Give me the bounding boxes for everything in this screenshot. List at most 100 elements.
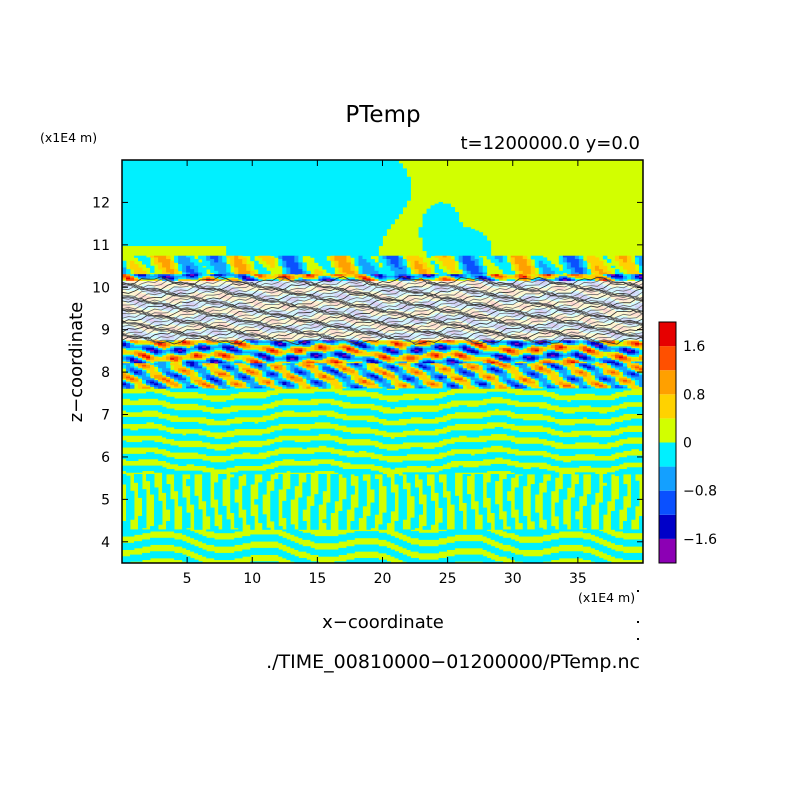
field-cell xyxy=(574,279,588,282)
field-cell xyxy=(122,185,411,188)
field-cell xyxy=(570,274,580,277)
field-cell xyxy=(594,265,600,268)
field-cell xyxy=(266,339,275,342)
field-cell xyxy=(226,252,379,255)
field-cell xyxy=(418,262,427,265)
field-cell xyxy=(618,257,628,260)
field-cell xyxy=(282,257,295,260)
field-cell xyxy=(422,220,460,223)
field-cell xyxy=(638,270,643,273)
field-cell xyxy=(370,343,379,346)
field-cell xyxy=(262,358,267,361)
field-cell xyxy=(486,339,492,342)
field-cell xyxy=(434,346,440,349)
field-cell xyxy=(330,339,335,342)
field-cell xyxy=(342,354,347,357)
field-cell xyxy=(458,265,464,268)
field-cell xyxy=(326,351,331,354)
field-cell xyxy=(266,260,275,263)
field-cell xyxy=(126,339,131,342)
field-cell xyxy=(538,272,544,275)
field-cell xyxy=(538,260,544,263)
field-cell xyxy=(242,260,247,263)
field-cell xyxy=(526,260,532,263)
field-cell xyxy=(522,274,528,277)
field-cell xyxy=(382,351,387,354)
field-cell xyxy=(402,356,407,359)
field-cell xyxy=(298,279,303,282)
field-cell xyxy=(338,267,343,270)
field-cell xyxy=(198,275,203,278)
field-cell xyxy=(270,265,275,268)
field-cell xyxy=(486,257,496,260)
field-cell xyxy=(526,356,532,359)
field-cell xyxy=(366,277,371,280)
field-cell xyxy=(202,279,207,282)
field-cell xyxy=(550,346,556,349)
field-cell xyxy=(446,349,452,352)
field-cell xyxy=(450,346,460,349)
field-cell xyxy=(378,274,383,277)
field-cell xyxy=(606,354,612,357)
field-cell xyxy=(550,351,556,354)
field-cell xyxy=(410,277,415,280)
field-cell xyxy=(606,341,616,344)
field-cell xyxy=(410,346,415,349)
field-cell xyxy=(438,279,444,282)
field-cell xyxy=(354,348,359,351)
field-cell xyxy=(562,255,576,258)
field-cell xyxy=(454,339,468,342)
field-cell xyxy=(570,269,576,272)
field-cell xyxy=(498,349,504,352)
field-cell xyxy=(186,351,191,354)
field-cell xyxy=(194,353,199,356)
field-cell xyxy=(426,210,456,213)
field-cell xyxy=(318,353,323,356)
field-cell xyxy=(522,344,528,347)
field-cell xyxy=(358,259,367,262)
field-cell xyxy=(502,351,508,354)
field-cell xyxy=(258,272,271,275)
field-cell xyxy=(578,255,584,258)
field-cell xyxy=(586,349,592,352)
field-cell xyxy=(294,260,299,263)
field-cell xyxy=(174,351,179,354)
field-cell xyxy=(542,341,548,344)
field-cell xyxy=(126,344,131,347)
field-cell xyxy=(358,341,363,344)
field-cell xyxy=(598,279,604,282)
field-cell xyxy=(250,270,255,273)
field-cell xyxy=(130,277,135,280)
field-cell xyxy=(454,255,460,258)
field-cell xyxy=(634,344,640,347)
field-cell xyxy=(366,279,371,282)
field-cell xyxy=(294,348,303,351)
field-cell xyxy=(502,255,508,258)
field-cell xyxy=(166,356,171,359)
field-cell xyxy=(434,264,440,267)
field-cell xyxy=(638,275,643,278)
field-cell xyxy=(514,259,528,262)
field-cell xyxy=(618,260,624,263)
field-cell xyxy=(438,257,452,260)
field-cell xyxy=(122,186,411,189)
field-cell xyxy=(514,257,524,260)
field-cell xyxy=(190,353,195,356)
field-cell xyxy=(478,265,484,268)
field-cell xyxy=(466,343,472,346)
field-cell xyxy=(250,341,259,344)
field-cell xyxy=(466,267,480,270)
field-cell xyxy=(614,349,620,352)
field-cell xyxy=(266,262,275,265)
field-cell xyxy=(518,274,524,277)
field-cell xyxy=(578,339,584,342)
field-cell xyxy=(470,348,476,351)
field-cell xyxy=(234,341,239,344)
field-cell xyxy=(238,267,247,270)
field-cell xyxy=(546,356,560,359)
field-cell xyxy=(318,275,323,278)
field-cell xyxy=(510,341,520,344)
field-cell xyxy=(386,262,391,265)
field-cell xyxy=(302,279,307,282)
field-cell xyxy=(510,259,516,262)
